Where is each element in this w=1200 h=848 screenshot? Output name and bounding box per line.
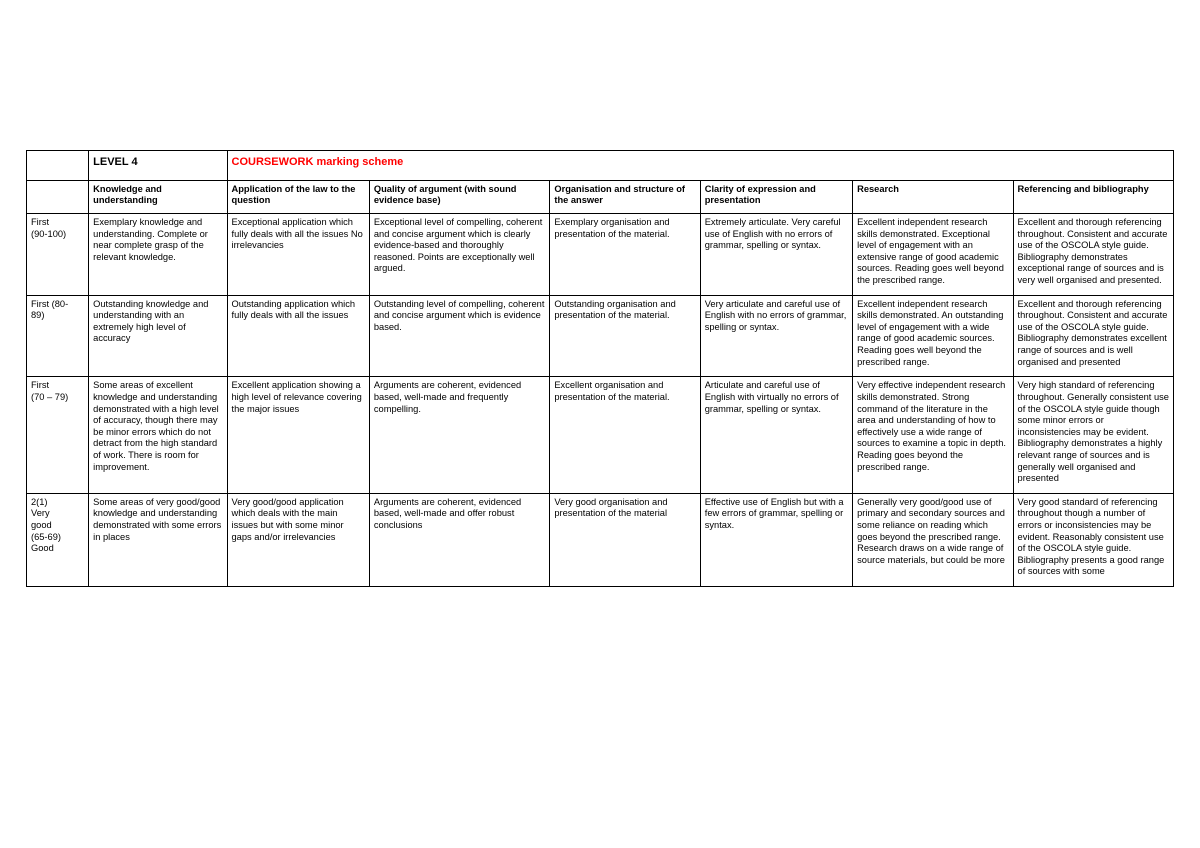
- title-scheme-cell: COURSEWORK marking scheme: [227, 151, 1173, 181]
- rubric-cell: Exceptional application which fully deal…: [227, 213, 369, 295]
- rubric-cell: Exemplary knowledge and understanding. C…: [89, 213, 227, 295]
- rubric-cell: Effective use of English but with a few …: [700, 493, 852, 586]
- level-label: LEVEL 4: [93, 156, 137, 168]
- grade-line: First: [31, 380, 84, 392]
- col-header: Application of the law to the question: [227, 180, 369, 213]
- rubric-cell: Very good standard of referencing throug…: [1013, 493, 1173, 586]
- rubric-cell: Very good organisation and presentation …: [550, 493, 700, 586]
- grade-cell: 2(1) Very good (65-69) Good: [27, 493, 89, 586]
- col-header: Quality of argument (with sound evidence…: [369, 180, 549, 213]
- grade-cell: First (90-100): [27, 213, 89, 295]
- scheme-label: COURSEWORK marking scheme: [232, 156, 404, 168]
- rubric-cell: Outstanding knowledge and understanding …: [89, 295, 227, 377]
- table-row: 2(1) Very good (65-69) Good Some areas o…: [27, 493, 1174, 586]
- rubric-cell: Extremely articulate. Very careful use o…: [700, 213, 852, 295]
- col-header: Clarity of expression and presentation: [700, 180, 852, 213]
- rubric-cell: Excellent and thorough referencing throu…: [1013, 213, 1173, 295]
- rubric-cell: Exemplary organisation and presentation …: [550, 213, 700, 295]
- header-empty: [27, 180, 89, 213]
- rubric-cell: Outstanding organisation and presentatio…: [550, 295, 700, 377]
- rubric-cell: Some areas of excellent knowledge and un…: [89, 377, 227, 493]
- grade-line: (65-69): [31, 532, 84, 544]
- title-empty: [27, 151, 89, 181]
- title-level: LEVEL 4: [89, 151, 227, 181]
- rubric-cell: Outstanding level of compelling, coheren…: [369, 295, 549, 377]
- rubric-cell: Articulate and careful use of English wi…: [700, 377, 852, 493]
- rubric-cell: Exceptional level of compelling, coheren…: [369, 213, 549, 295]
- grade-line: 89): [31, 310, 84, 322]
- grade-line: Very: [31, 508, 84, 520]
- col-header: Research: [853, 180, 1013, 213]
- header-row: Knowledge and understanding Application …: [27, 180, 1174, 213]
- rubric-cell: Excellent organisation and presentation …: [550, 377, 700, 493]
- rubric-cell: Excellent and thorough referencing throu…: [1013, 295, 1173, 377]
- table-row: First (80- 89) Outstanding knowledge and…: [27, 295, 1174, 377]
- rubric-cell: Excellent independent research skills de…: [853, 213, 1013, 295]
- grade-line: (70 – 79): [31, 392, 84, 404]
- rubric-cell: Very high standard of referencing throug…: [1013, 377, 1173, 493]
- table-row: First (90-100) Exemplary knowledge and u…: [27, 213, 1174, 295]
- rubric-cell: Excellent application showing a high lev…: [227, 377, 369, 493]
- rubric-page: LEVEL 4 COURSEWORK marking scheme Knowle…: [26, 150, 1174, 587]
- grade-line: First (80-: [31, 299, 84, 311]
- rubric-cell: Very effective independent research skil…: [853, 377, 1013, 493]
- grade-cell: First (70 – 79): [27, 377, 89, 493]
- grade-cell: First (80- 89): [27, 295, 89, 377]
- rubric-cell: Arguments are coherent, evidenced based,…: [369, 493, 549, 586]
- grade-line: Good: [31, 543, 84, 555]
- rubric-cell: Generally very good/good use of primary …: [853, 493, 1013, 586]
- rubric-table: LEVEL 4 COURSEWORK marking scheme Knowle…: [26, 150, 1174, 587]
- grade-line: 2(1): [31, 497, 84, 509]
- title-row: LEVEL 4 COURSEWORK marking scheme: [27, 151, 1174, 181]
- grade-line: First: [31, 217, 84, 229]
- col-header: Organisation and structure of the answer: [550, 180, 700, 213]
- col-header: Knowledge and understanding: [89, 180, 227, 213]
- rubric-cell: Very good/good application which deals w…: [227, 493, 369, 586]
- rubric-cell: Very articulate and careful use of Engli…: [700, 295, 852, 377]
- grade-line: good: [31, 520, 84, 532]
- rubric-cell: Outstanding application which fully deal…: [227, 295, 369, 377]
- col-header: Referencing and bibliography: [1013, 180, 1173, 213]
- grade-line: (90-100): [31, 229, 84, 241]
- table-row: First (70 – 79) Some areas of excellent …: [27, 377, 1174, 493]
- rubric-cell: Excellent independent research skills de…: [853, 295, 1013, 377]
- rubric-cell: Some areas of very good/good knowledge a…: [89, 493, 227, 586]
- rubric-cell: Arguments are coherent, evidenced based,…: [369, 377, 549, 493]
